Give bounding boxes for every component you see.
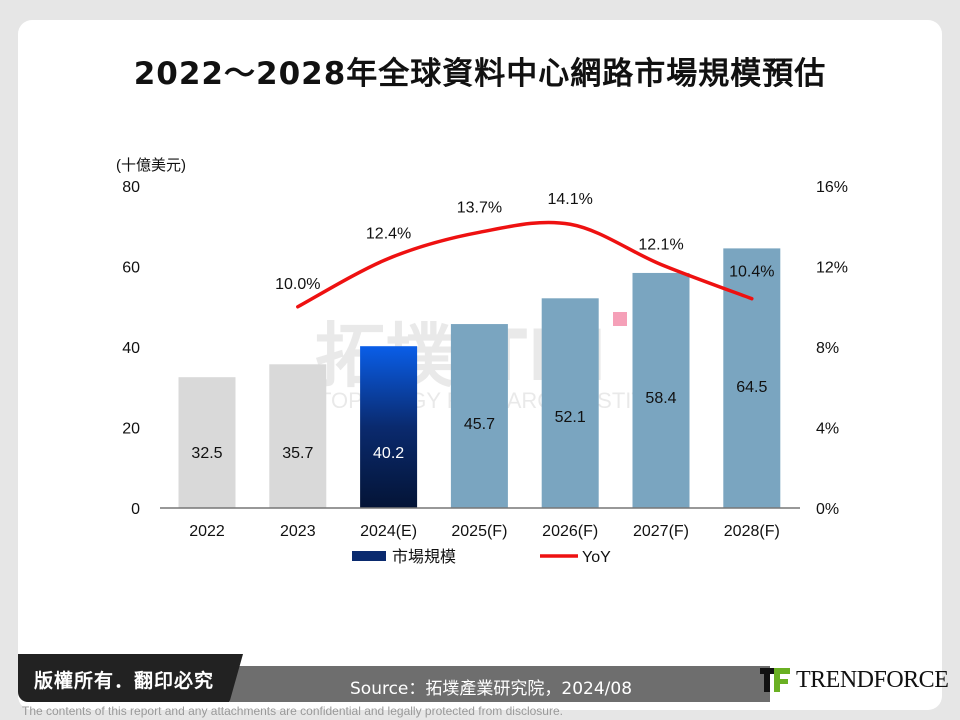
watermark-dot bbox=[613, 312, 627, 326]
bar bbox=[632, 272, 690, 508]
disclaimer: The contents of this report and any atta… bbox=[22, 704, 563, 718]
y-right-tick: 12% bbox=[816, 260, 848, 277]
x-tick: 2026(F) bbox=[542, 523, 598, 540]
bar bbox=[178, 377, 236, 508]
y-left-tick: 60 bbox=[122, 260, 140, 277]
yoy-label: 14.1% bbox=[548, 191, 593, 208]
footer-copyright-band bbox=[18, 654, 243, 702]
bar-label: 35.7 bbox=[282, 445, 313, 462]
x-tick: 2022 bbox=[189, 523, 225, 540]
x-tick: 2027(F) bbox=[633, 523, 689, 540]
y-right-tick: 4% bbox=[816, 421, 839, 438]
source-text: Source：拓墣產業研究院，2024/08 bbox=[350, 679, 633, 699]
bar bbox=[450, 324, 508, 508]
x-tick: 2028(F) bbox=[724, 523, 780, 540]
y-left-tick: 80 bbox=[122, 179, 140, 196]
y-right-tick: 8% bbox=[816, 340, 839, 357]
y-axis-label: (十億美元) bbox=[116, 157, 186, 174]
x-tick: 2025(F) bbox=[451, 523, 507, 540]
bar-label: 45.7 bbox=[464, 416, 495, 433]
yoy-label: 13.7% bbox=[457, 199, 502, 216]
trendforce-logo: TRENDFORCE bbox=[760, 666, 949, 694]
yoy-label: 10.4% bbox=[729, 264, 774, 281]
trendforce-logo-icon bbox=[760, 668, 790, 692]
footer-band bbox=[230, 666, 770, 702]
yoy-label: 12.1% bbox=[638, 236, 683, 253]
bar-label: 52.1 bbox=[555, 409, 586, 426]
y-left-tick: 40 bbox=[122, 340, 140, 357]
legend-swatch-bar bbox=[352, 551, 386, 561]
y-left-tick: 0 bbox=[131, 501, 140, 518]
yoy-label: 12.4% bbox=[366, 225, 411, 242]
bar-label: 40.2 bbox=[373, 445, 404, 462]
y-right-tick: 0% bbox=[816, 501, 839, 518]
yoy-label: 10.0% bbox=[275, 276, 320, 293]
y-left-tick: 20 bbox=[122, 421, 140, 438]
bar bbox=[360, 346, 418, 508]
bar-label: 58.4 bbox=[645, 390, 676, 407]
bar bbox=[541, 298, 599, 508]
legend-label-line: YoY bbox=[582, 549, 611, 566]
bar-label: 32.5 bbox=[191, 445, 222, 462]
x-tick: 2024(E) bbox=[360, 523, 417, 540]
legend-label-bar: 市場規模 bbox=[392, 548, 456, 566]
chart: 拓墣 TRI TOPOLOGY RESEARCH INSTITUTE (十億美元… bbox=[116, 157, 848, 566]
y-right-tick: 16% bbox=[816, 179, 848, 196]
bar bbox=[269, 364, 327, 508]
bar-label: 64.5 bbox=[736, 379, 767, 396]
yoy-line bbox=[296, 220, 754, 309]
copyright-text: 版權所有．翻印必究 bbox=[34, 670, 215, 692]
logo-text: TRENDFORCE bbox=[796, 666, 949, 693]
x-tick: 2023 bbox=[280, 523, 316, 540]
chart-title: 2022～2028年全球資料中心網路市場規模預估 bbox=[133, 56, 827, 92]
